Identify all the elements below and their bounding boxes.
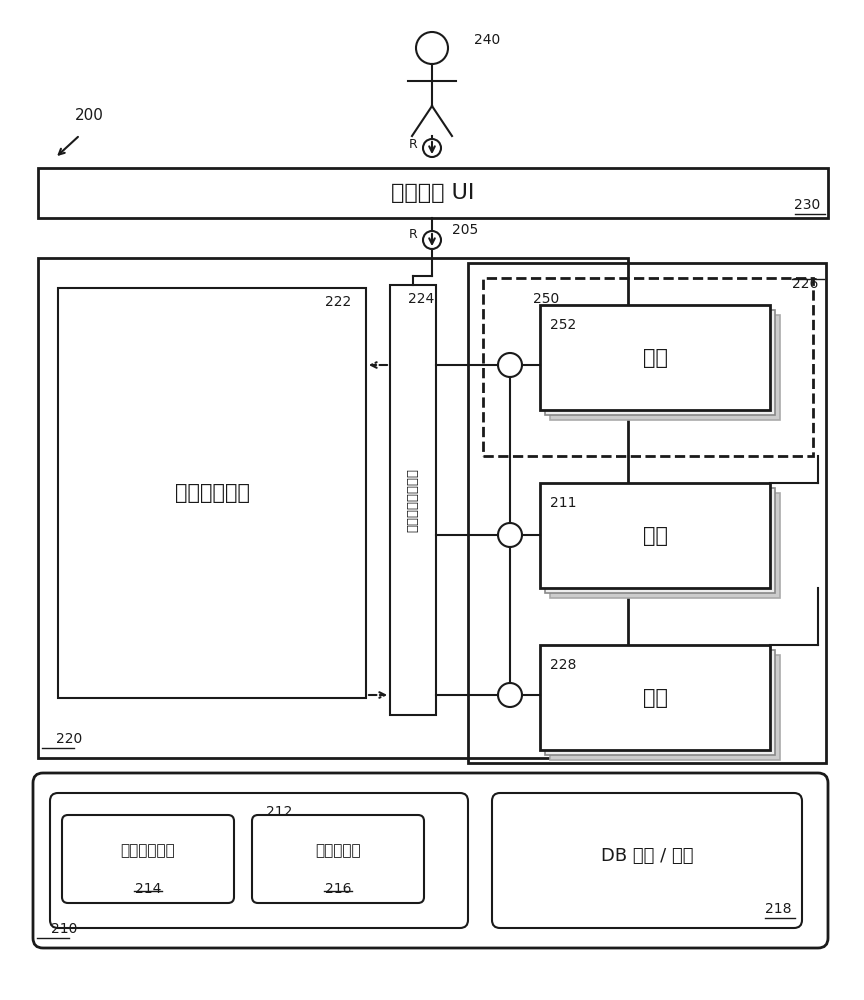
Text: R: R bbox=[410, 137, 418, 150]
Text: 220: 220 bbox=[56, 732, 82, 746]
Text: 224: 224 bbox=[408, 292, 434, 306]
Bar bbox=[545, 310, 775, 415]
Bar bbox=[58, 288, 366, 698]
Text: 240: 240 bbox=[474, 33, 500, 47]
Text: 211: 211 bbox=[550, 496, 576, 510]
Bar bbox=[468, 263, 826, 763]
Bar bbox=[545, 650, 775, 755]
Bar bbox=[545, 488, 775, 593]
Text: 250: 250 bbox=[533, 292, 559, 306]
Text: 210: 210 bbox=[51, 922, 78, 936]
Circle shape bbox=[416, 32, 448, 64]
Text: 226: 226 bbox=[791, 277, 818, 291]
Bar bbox=[38, 168, 828, 218]
Text: 计划生成引擎: 计划生成引擎 bbox=[175, 483, 250, 503]
Text: 252: 252 bbox=[550, 318, 576, 332]
Bar bbox=[390, 285, 436, 715]
Bar bbox=[38, 258, 628, 758]
Text: 模块: 模块 bbox=[643, 348, 668, 367]
Bar bbox=[550, 315, 780, 420]
Text: 计划生成数据总线: 计划生成数据总线 bbox=[406, 468, 420, 532]
Text: 212: 212 bbox=[266, 805, 292, 819]
Text: 重分布计划: 重分布计划 bbox=[315, 844, 361, 858]
Text: 230: 230 bbox=[794, 198, 820, 212]
Bar bbox=[483, 278, 813, 456]
Text: DB 表格 / 分区: DB 表格 / 分区 bbox=[600, 846, 693, 864]
Text: 205: 205 bbox=[452, 223, 479, 237]
Bar bbox=[540, 305, 770, 410]
Text: 222: 222 bbox=[325, 295, 351, 309]
Circle shape bbox=[423, 139, 441, 157]
Text: 模块接口数据: 模块接口数据 bbox=[121, 844, 175, 858]
Text: 218: 218 bbox=[766, 902, 792, 916]
Circle shape bbox=[498, 523, 522, 547]
Circle shape bbox=[498, 353, 522, 377]
Circle shape bbox=[423, 231, 441, 249]
Bar bbox=[540, 645, 770, 750]
Bar bbox=[550, 493, 780, 598]
Text: 模块: 模块 bbox=[643, 688, 668, 708]
Text: 200: 200 bbox=[75, 107, 104, 122]
Bar bbox=[540, 483, 770, 588]
Text: 228: 228 bbox=[550, 658, 576, 672]
Circle shape bbox=[498, 683, 522, 707]
Text: R: R bbox=[410, 229, 418, 241]
Text: 216: 216 bbox=[325, 882, 352, 896]
Text: 模块: 模块 bbox=[643, 526, 668, 546]
Text: 管理工具 UI: 管理工具 UI bbox=[391, 183, 474, 203]
Bar bbox=[550, 655, 780, 760]
Text: 214: 214 bbox=[135, 882, 162, 896]
